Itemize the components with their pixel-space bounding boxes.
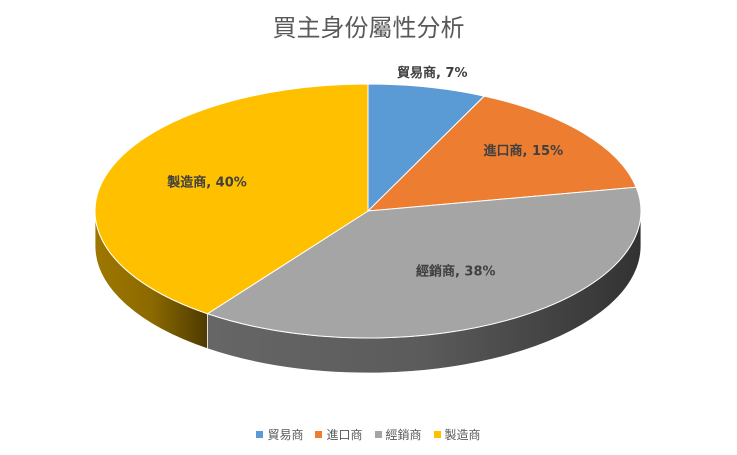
data-label-distributor: 經銷商, 38% [416, 263, 496, 279]
legend-label: 進口商 [326, 428, 363, 442]
legend-item-importer: 進口商 [315, 426, 363, 443]
legend-label: 製造商 [444, 428, 481, 442]
data-label-importer: 進口商, 15% [484, 143, 564, 159]
pie-slice-importer [366, 95, 637, 212]
legend-label: 經銷商 [385, 428, 422, 442]
data-labels: 貿易商, 7% 進口商, 15% 經銷商, 38% 製造商, 40% [166, 65, 563, 279]
legend-item-manufacturer: 製造商 [433, 426, 481, 443]
pie-slice-manufacturer [94, 83, 369, 315]
chart-title: 買主身份屬性分析 [272, 14, 465, 42]
pie-slice-distributor [206, 186, 642, 339]
pie-slice-trader [367, 83, 486, 213]
legend-label: 貿易商 [267, 428, 304, 442]
data-label-trader: 貿易商, 7% [397, 65, 468, 81]
legend-swatch [256, 431, 264, 438]
legend-item-trader: 貿易商 [256, 426, 303, 443]
legend-swatch [433, 431, 441, 438]
legend-swatch [374, 431, 382, 438]
pie-top-layer [94, 83, 642, 339]
data-label-manufacturer: 製造商, 40% [166, 175, 247, 191]
legend: 貿易商 進口商 經銷商 製造商 [0, 426, 737, 443]
legend-item-distributor: 經銷商 [374, 426, 422, 443]
legend-swatch [315, 431, 323, 438]
